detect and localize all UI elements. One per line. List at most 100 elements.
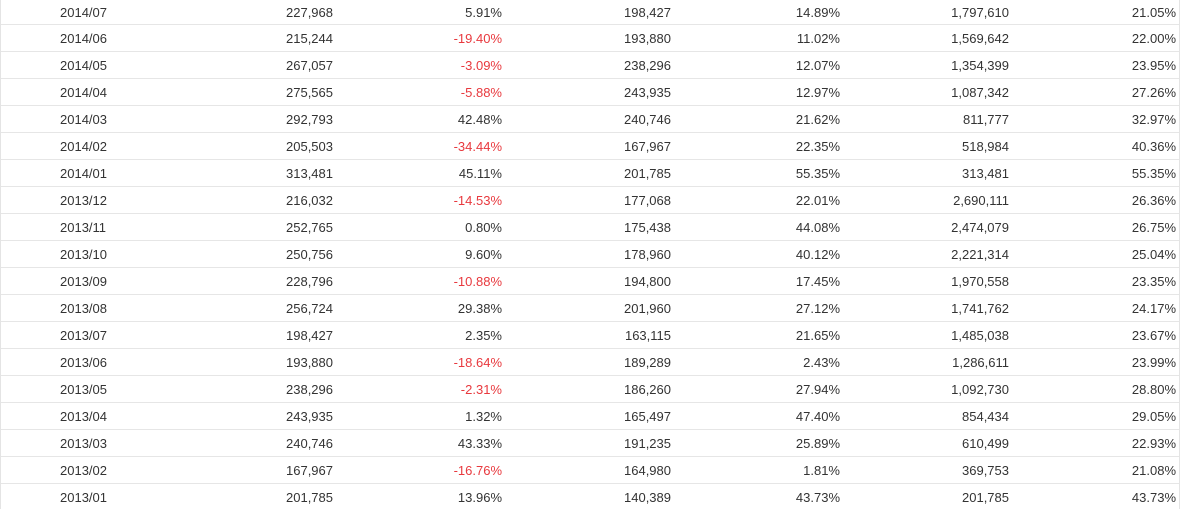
value-cell: 243,935 bbox=[286, 408, 333, 424]
month-cell: 2014/07 bbox=[60, 4, 107, 20]
month-cell: 2013/03 bbox=[60, 435, 107, 451]
value-cell: 167,967 bbox=[286, 462, 333, 478]
prior-year-value-cell: 243,935 bbox=[624, 84, 671, 100]
month-cell: 2013/09 bbox=[60, 273, 107, 289]
cumulative-change-cell: 22.93% bbox=[1131, 435, 1176, 451]
prior-year-value-cell: 238,296 bbox=[624, 57, 671, 73]
cumulative-change-cell: 27.26% bbox=[1131, 84, 1176, 100]
prior-year-value-cell: 140,389 bbox=[624, 489, 671, 505]
prior-year-value-cell: 240,746 bbox=[624, 111, 671, 127]
cumulative-change-cell: 23.67% bbox=[1131, 327, 1176, 343]
cumulative-change-cell: 23.35% bbox=[1131, 273, 1176, 289]
cumulative-cell: 1,087,342 bbox=[951, 84, 1009, 100]
table-row: 2014/02 205,503 -34.44% 167,967 22.35% 5… bbox=[1, 133, 1179, 160]
yoy-change-cell: 22.35% bbox=[795, 138, 840, 154]
yoy-change-cell: 12.07% bbox=[795, 57, 840, 73]
mom-change-cell: -14.53% bbox=[453, 192, 502, 208]
yoy-change-cell: 17.45% bbox=[795, 273, 840, 289]
prior-year-value-cell: 186,260 bbox=[624, 381, 671, 397]
value-cell: 205,503 bbox=[286, 138, 333, 154]
value-cell: 240,746 bbox=[286, 435, 333, 451]
prior-year-value-cell: 177,068 bbox=[624, 192, 671, 208]
cumulative-cell: 811,777 bbox=[962, 111, 1009, 127]
cumulative-change-cell: 25.04% bbox=[1131, 246, 1176, 262]
table-row: 2013/10 250,756 9.60% 178,960 40.12% 2,2… bbox=[1, 241, 1179, 268]
yoy-change-cell: 14.89% bbox=[795, 4, 840, 20]
month-cell: 2014/05 bbox=[60, 57, 107, 73]
table-row: 2013/08 256,724 29.38% 201,960 27.12% 1,… bbox=[1, 295, 1179, 322]
mom-change-cell: 45.11% bbox=[458, 165, 502, 181]
yoy-change-cell: 43.73% bbox=[795, 489, 840, 505]
cumulative-cell: 518,984 bbox=[962, 138, 1009, 154]
month-cell: 2013/08 bbox=[60, 300, 107, 316]
cumulative-cell: 854,434 bbox=[962, 408, 1009, 424]
cumulative-cell: 2,474,079 bbox=[951, 219, 1009, 235]
mom-change-cell: -19.40% bbox=[453, 30, 502, 46]
table-row: 2014/07 227,968 5.91% 198,427 14.89% 1,7… bbox=[1, 0, 1179, 25]
yoy-change-cell: 44.08% bbox=[795, 219, 840, 235]
cumulative-change-cell: 26.75% bbox=[1131, 219, 1176, 235]
cumulative-cell: 1,797,610 bbox=[951, 4, 1009, 20]
yoy-change-cell: 47.40% bbox=[795, 408, 840, 424]
cumulative-change-cell: 26.36% bbox=[1131, 192, 1176, 208]
month-cell: 2013/10 bbox=[60, 246, 107, 262]
cumulative-cell: 369,753 bbox=[962, 462, 1009, 478]
mom-change-cell: 9.60% bbox=[465, 246, 502, 262]
mom-change-cell: 1.32% bbox=[465, 408, 502, 424]
month-cell: 2013/12 bbox=[60, 192, 107, 208]
yoy-change-cell: 21.65% bbox=[795, 327, 840, 343]
cumulative-cell: 201,785 bbox=[962, 489, 1009, 505]
cumulative-change-cell: 28.80% bbox=[1131, 381, 1176, 397]
month-cell: 2014/06 bbox=[60, 30, 107, 46]
month-cell: 2013/01 bbox=[60, 489, 107, 505]
value-cell: 193,880 bbox=[286, 354, 333, 370]
mom-change-cell: 13.96% bbox=[457, 489, 502, 505]
prior-year-value-cell: 201,785 bbox=[624, 165, 671, 181]
cumulative-change-cell: 24.17% bbox=[1131, 300, 1176, 316]
table-row: 2013/07 198,427 2.35% 163,115 21.65% 1,4… bbox=[1, 322, 1179, 349]
cumulative-cell: 1,741,762 bbox=[951, 300, 1009, 316]
cumulative-cell: 1,970,558 bbox=[951, 273, 1009, 289]
month-cell: 2013/11 bbox=[60, 219, 107, 235]
yoy-change-cell: 12.97% bbox=[795, 84, 840, 100]
prior-year-value-cell: 198,427 bbox=[624, 4, 671, 20]
value-cell: 228,796 bbox=[286, 273, 333, 289]
value-cell: 227,968 bbox=[286, 4, 333, 20]
cumulative-cell: 1,569,642 bbox=[951, 30, 1009, 46]
prior-year-value-cell: 194,800 bbox=[624, 273, 671, 289]
value-cell: 216,032 bbox=[286, 192, 333, 208]
mom-change-cell: -34.44% bbox=[453, 138, 502, 154]
month-cell: 2013/07 bbox=[60, 327, 107, 343]
yoy-change-cell: 1.81% bbox=[803, 462, 840, 478]
value-cell: 252,765 bbox=[286, 219, 333, 235]
prior-year-value-cell: 189,289 bbox=[624, 354, 671, 370]
mom-change-cell: -10.88% bbox=[453, 273, 502, 289]
prior-year-value-cell: 164,980 bbox=[624, 462, 671, 478]
mom-change-cell: 43.33% bbox=[457, 435, 502, 451]
table-row: 2013/01 201,785 13.96% 140,389 43.73% 20… bbox=[1, 484, 1179, 509]
cumulative-cell: 1,092,730 bbox=[951, 381, 1009, 397]
mom-change-cell: -2.31% bbox=[460, 381, 502, 397]
mom-change-cell: -3.09% bbox=[460, 57, 502, 73]
month-cell: 2014/01 bbox=[60, 165, 107, 181]
cumulative-cell: 2,221,314 bbox=[951, 246, 1009, 262]
table-row: 2014/04 275,565 -5.88% 243,935 12.97% 1,… bbox=[1, 79, 1179, 106]
cumulative-cell: 2,690,111 bbox=[953, 192, 1009, 208]
prior-year-value-cell: 165,497 bbox=[624, 408, 671, 424]
cumulative-change-cell: 55.35% bbox=[1131, 165, 1176, 181]
mom-change-cell: 0.80% bbox=[465, 219, 502, 235]
prior-year-value-cell: 175,438 bbox=[624, 219, 671, 235]
table-row: 2014/06 215,244 -19.40% 193,880 11.02% 1… bbox=[1, 25, 1179, 52]
table-row: 2013/11 252,765 0.80% 175,438 44.08% 2,4… bbox=[1, 214, 1179, 241]
table-row: 2013/05 238,296 -2.31% 186,260 27.94% 1,… bbox=[1, 376, 1179, 403]
cumulative-change-cell: 22.00% bbox=[1131, 30, 1176, 46]
cumulative-change-cell: 21.08% bbox=[1131, 462, 1176, 478]
table-row: 2013/09 228,796 -10.88% 194,800 17.45% 1… bbox=[1, 268, 1179, 295]
month-cell: 2014/04 bbox=[60, 84, 107, 100]
prior-year-value-cell: 178,960 bbox=[624, 246, 671, 262]
cumulative-cell: 1,286,611 bbox=[952, 354, 1009, 370]
table-row: 2013/12 216,032 -14.53% 177,068 22.01% 2… bbox=[1, 187, 1179, 214]
cumulative-change-cell: 40.36% bbox=[1131, 138, 1176, 154]
prior-year-value-cell: 201,960 bbox=[624, 300, 671, 316]
